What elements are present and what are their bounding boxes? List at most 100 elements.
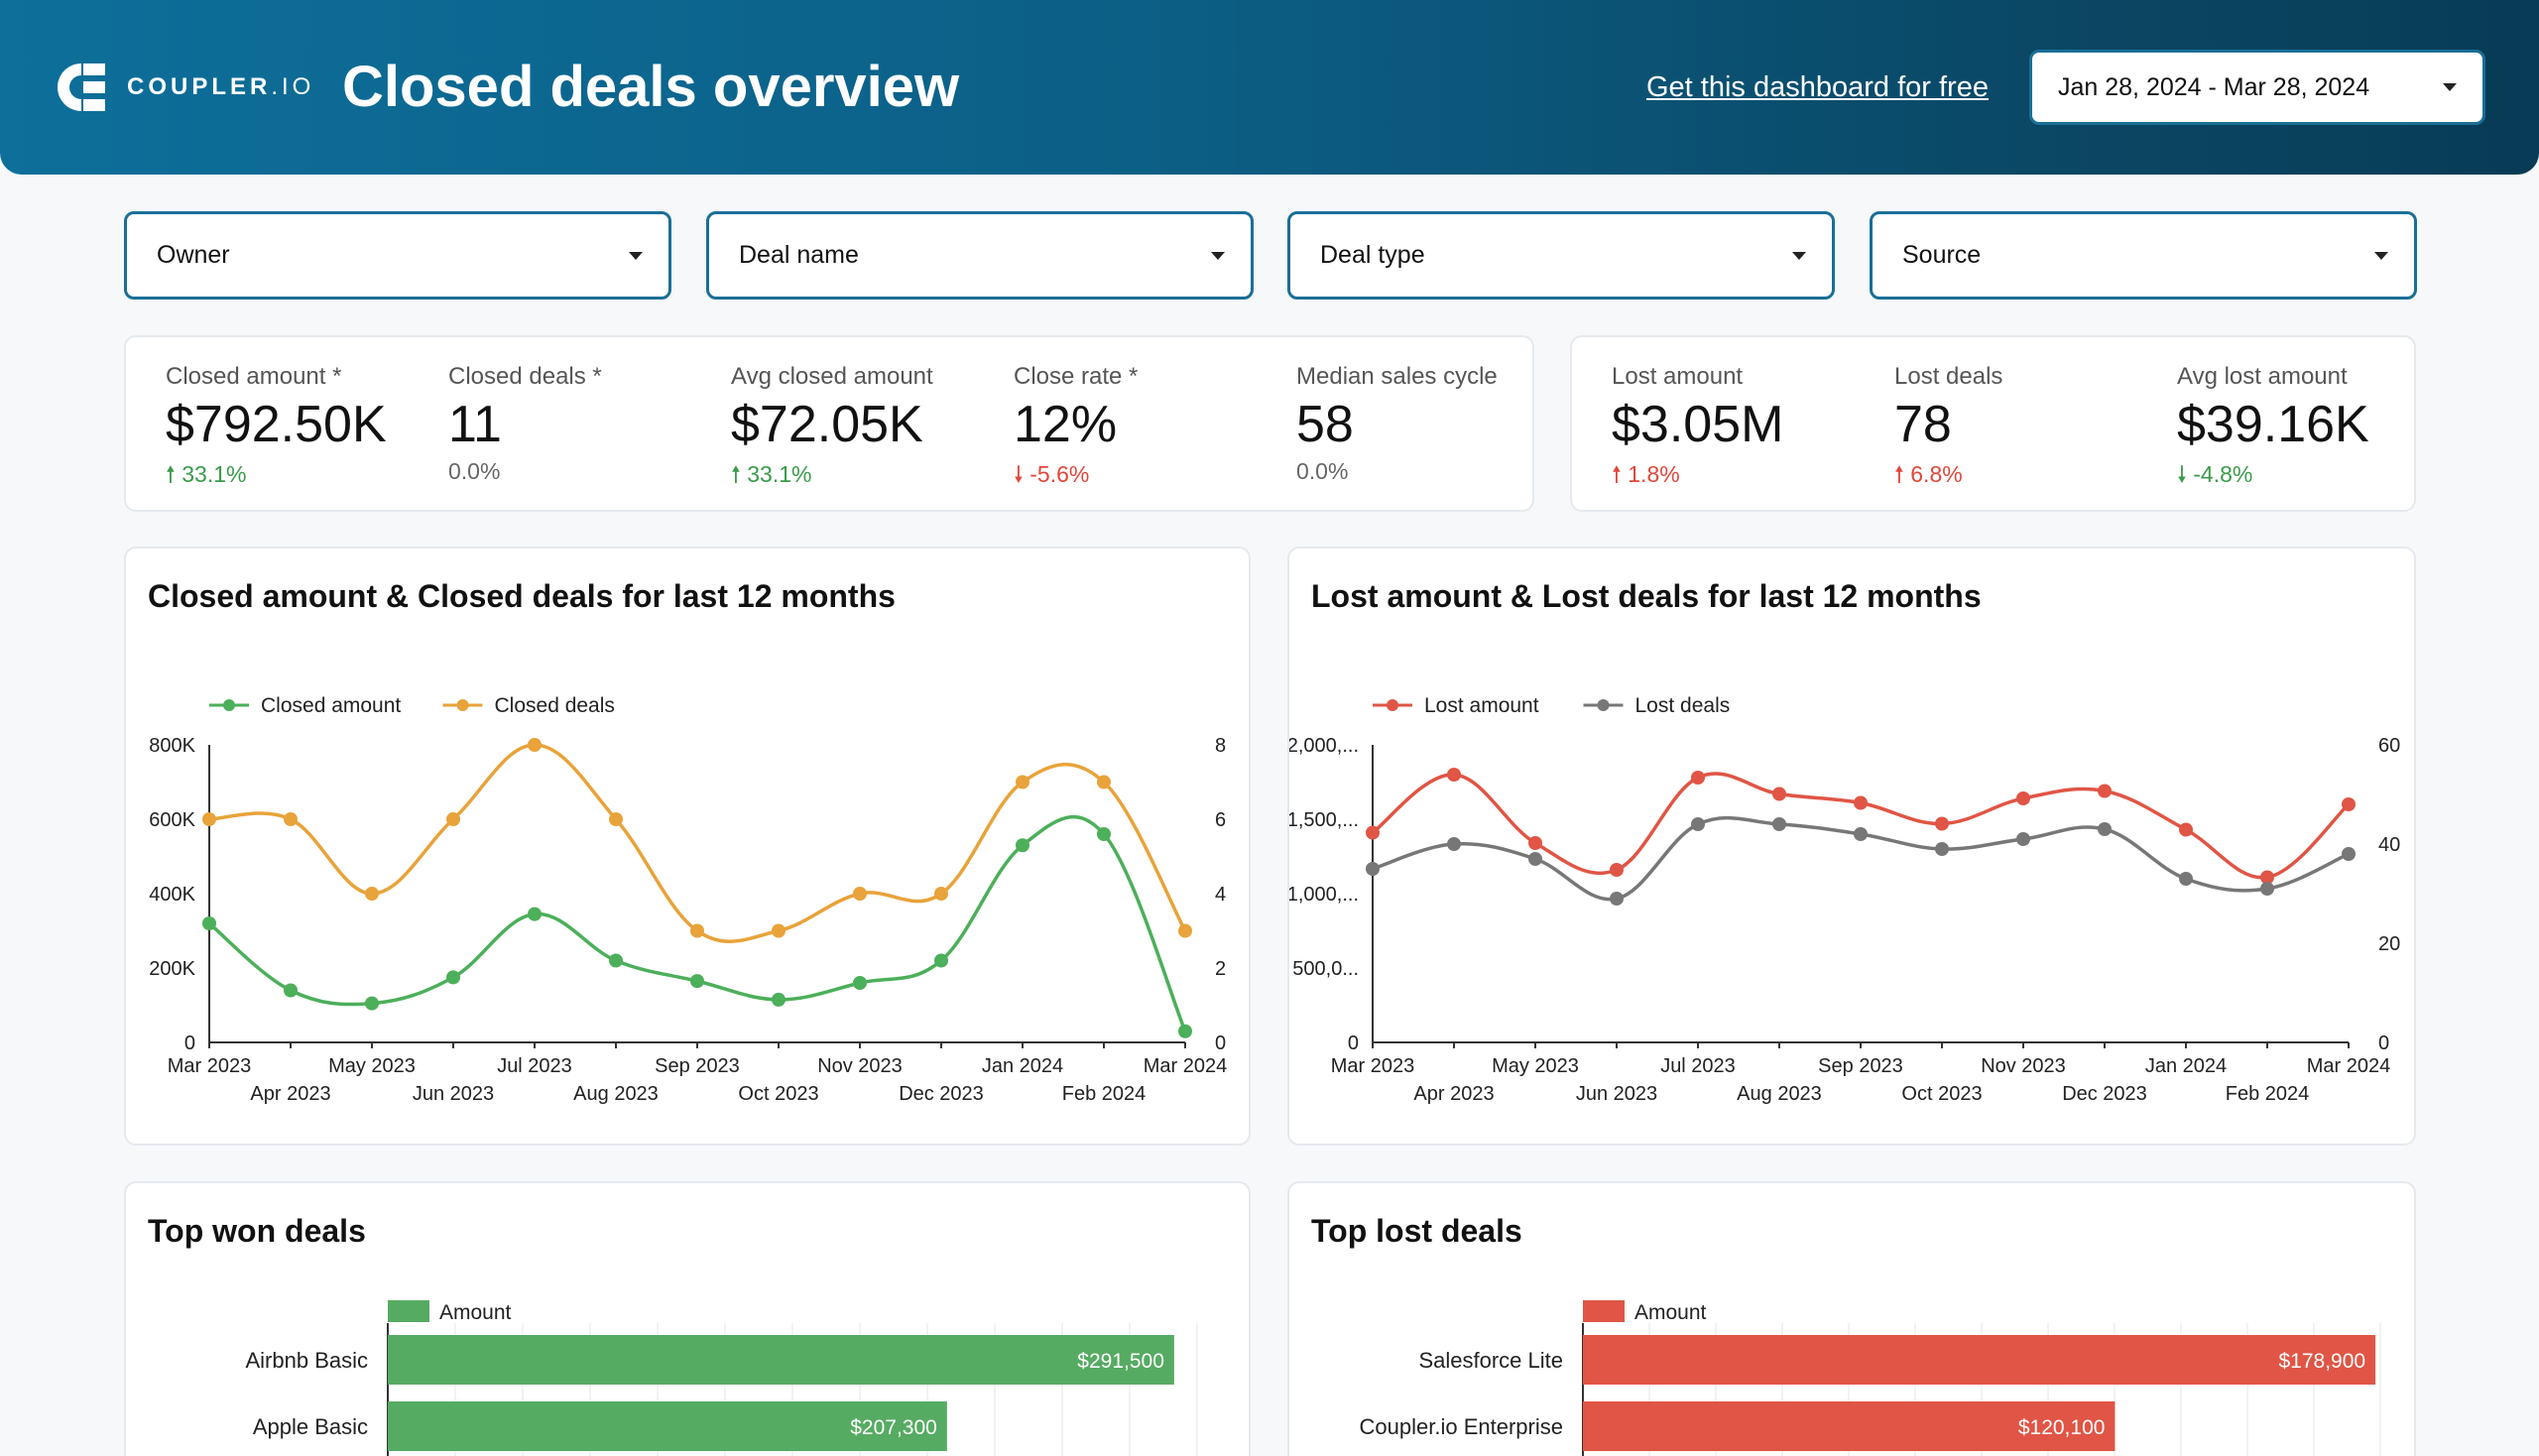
- y-right-tick-label: 6: [1215, 809, 1226, 831]
- data-point: [2342, 797, 2356, 811]
- x-tick-label: Oct 2023: [738, 1083, 818, 1105]
- data-point: [1772, 817, 1786, 831]
- chevron-down-icon: [629, 251, 643, 260]
- x-tick-label: Sep 2023: [655, 1055, 740, 1077]
- x-tick-label: Aug 2023: [1737, 1083, 1822, 1105]
- data-point: [2342, 847, 2356, 861]
- data-point: [1610, 892, 1624, 906]
- bar-category-label: Airbnb Basic: [245, 1348, 368, 1373]
- kpi-closed-deals: Closed deals * 11 0.0%: [448, 363, 602, 485]
- data-point: [1447, 768, 1461, 782]
- lost-chart-title: Lost amount & Lost deals for last 12 mon…: [1311, 578, 1982, 614]
- kpi-label: Closed amount *: [166, 363, 342, 390]
- y-left-tick-label: 0: [184, 1032, 195, 1054]
- kpi-value: 12%: [1014, 396, 1118, 453]
- filter-owner[interactable]: Owner: [124, 211, 671, 300]
- legend-marker: [1597, 699, 1610, 711]
- data-point: [202, 812, 216, 826]
- kpi-card-lost: Lost amount $3.05M 🠕 1.8% Lost deals 78 …: [1570, 335, 2416, 512]
- y-right-tick-label: 40: [2378, 834, 2400, 856]
- data-point: [446, 812, 460, 826]
- y-left-tick-label: 2,000,...: [1289, 735, 1359, 757]
- y-left-tick-label: 500,0...: [1292, 958, 1359, 980]
- kpi-delta: 🠕 6.8%: [1894, 461, 1963, 487]
- top-won-bar-chart: Amount Airbnb Basic $291,500 Apple Basic $20…: [245, 1300, 1198, 1456]
- data-point: [1528, 852, 1542, 866]
- legend-swatch: [1583, 1300, 1625, 1322]
- kpi-delta: 0.0%: [1296, 458, 1349, 484]
- legend-label: Lost amount: [1424, 694, 1539, 717]
- data-point: [2179, 822, 2193, 837]
- filter-deal-name[interactable]: Deal name: [706, 211, 1254, 300]
- data-point: [1366, 862, 1380, 876]
- y-left-tick-label: 800K: [149, 735, 195, 757]
- x-tick-label: Feb 2024: [2226, 1083, 2310, 1105]
- kpi-delta: 🠗 -4.8%: [2177, 461, 2253, 487]
- kpi-median-sales-cycle: Median sales cycle 58 0.0%: [1296, 363, 1498, 485]
- date-range-picker[interactable]: Jan 28, 2024 - Mar 28, 2024: [2029, 50, 2485, 125]
- y-left-tick-label: 1,500,...: [1289, 809, 1359, 831]
- bar-value-label: $178,900: [2278, 1350, 2365, 1373]
- legend-marker: [223, 699, 235, 711]
- data-point: [772, 992, 786, 1007]
- kpi-label: Closed deals *: [448, 363, 602, 390]
- filter-source-label: Source: [1902, 241, 1982, 269]
- data-point: [1772, 787, 1786, 801]
- data-point: [1691, 817, 1705, 831]
- y-right-tick-label: 0: [1215, 1032, 1226, 1054]
- data-point: [1691, 771, 1705, 785]
- legend-marker: [1387, 699, 1398, 711]
- filter-deal-type-label: Deal type: [1320, 241, 1425, 269]
- data-point: [1178, 1024, 1192, 1038]
- kpi-delta: 🠕 33.1%: [731, 461, 812, 487]
- top-lost-bar-chart: Amount Salesforce Lite $178,900 Coupler.io …: [1360, 1300, 2381, 1456]
- data-point: [609, 953, 623, 968]
- data-point: [2260, 870, 2274, 885]
- data-point: [1097, 775, 1111, 789]
- y-left-tick-label: 0: [1348, 1032, 1359, 1054]
- data-point: [365, 996, 379, 1011]
- kpi-value: 11: [448, 396, 502, 453]
- data-point: [2098, 784, 2112, 798]
- chevron-down-icon: [2443, 83, 2457, 91]
- legend-marker: [456, 699, 469, 711]
- y-right-tick-label: 0: [2378, 1032, 2389, 1054]
- top-lost-deals-title: Top lost deals: [1311, 1213, 1522, 1249]
- filter-owner-label: Owner: [157, 241, 230, 269]
- bar: [1583, 1335, 2376, 1385]
- data-point: [1097, 827, 1111, 841]
- data-point: [1366, 825, 1380, 840]
- brand-logo[interactable]: COUPLER.IO: [54, 60, 314, 115]
- data-point: [1610, 863, 1624, 877]
- closed-chart-title: Closed amount & Closed deals for last 12…: [148, 578, 896, 614]
- data-point: [1016, 838, 1029, 853]
- bar-value-label: $120,100: [2018, 1416, 2106, 1439]
- get-dashboard-link[interactable]: Get this dashboard for free: [1646, 71, 1989, 103]
- data-point: [2016, 832, 2030, 846]
- kpi-card-won: Closed amount * $792.50K 🠕 33.1% Closed …: [124, 335, 1534, 512]
- kpi-label: Close rate *: [1014, 363, 1139, 390]
- data-point: [609, 812, 623, 826]
- data-point: [2098, 822, 2112, 836]
- filter-deal-type[interactable]: Deal type: [1287, 211, 1835, 300]
- x-tick-label: Mar 2024: [2307, 1055, 2391, 1077]
- data-point: [1854, 827, 1868, 841]
- x-tick-label: Jun 2023: [413, 1083, 494, 1105]
- x-tick-label: Mar 2024: [1144, 1055, 1228, 1077]
- data-point: [528, 907, 542, 921]
- data-point: [853, 976, 867, 990]
- data-point: [690, 974, 704, 989]
- data-point: [202, 916, 216, 930]
- x-tick-label: Dec 2023: [2062, 1083, 2147, 1105]
- x-tick-label: May 2023: [328, 1055, 416, 1077]
- bar: [388, 1335, 1174, 1385]
- lost-line-chart: 0 500,0... 1,000,... 1,500,... 2,000,... 0 20 4…: [1289, 694, 2400, 1105]
- kpi-value: 58: [1296, 396, 1354, 453]
- filter-source[interactable]: Source: [1870, 211, 2417, 300]
- page-title: Closed deals overview: [342, 55, 960, 119]
- x-tick-label: Nov 2023: [1981, 1055, 2066, 1077]
- brand-name: COUPLER.IO: [127, 73, 315, 100]
- x-tick-label: Feb 2024: [1062, 1083, 1147, 1105]
- bar: [1583, 1401, 2116, 1451]
- y-right-tick-label: 20: [2378, 933, 2400, 955]
